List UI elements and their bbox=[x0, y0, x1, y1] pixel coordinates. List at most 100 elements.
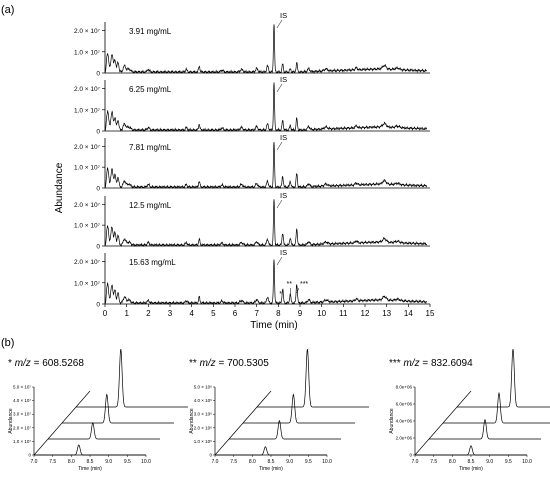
x-tick-label: 1 bbox=[124, 309, 129, 318]
y-tick-label: 0 bbox=[96, 129, 100, 136]
y-tick-label: 1.0 × 10⁷ bbox=[74, 280, 101, 287]
is-pointer bbox=[276, 199, 283, 209]
panel-b-label: (b) bbox=[1, 337, 14, 349]
mz-title: * m/z = 608.5268 bbox=[8, 358, 84, 369]
x-tick-label: 7.0 bbox=[31, 459, 38, 465]
y-tick-label: 5.0 × 10⁷ bbox=[13, 385, 31, 390]
chromatogram-2: 0 1.0 × 10⁷ 2.0 × 10⁷ 6.25 mg/mL IS bbox=[74, 75, 430, 136]
y-tick-label: 2.0 × 10⁷ bbox=[74, 144, 101, 151]
y-tick-label: 0 bbox=[209, 453, 212, 458]
eic-inset-1: * m/z = 608.5268 0 1.0 × 10⁷ 2.0 × 10⁷ 3.0 ×… bbox=[8, 348, 188, 472]
x-tick-label: 8.5 bbox=[268, 459, 275, 465]
mz-value: = 832.6094 bbox=[420, 358, 474, 369]
chromatogram-trace bbox=[104, 141, 428, 190]
x-tick-label: 8 bbox=[276, 309, 281, 318]
peak-mark-single: * bbox=[279, 291, 282, 298]
x-tick-label: 8.0 bbox=[449, 459, 456, 465]
x-axis-label: Time (min) bbox=[259, 466, 283, 472]
x-tick-label: 7.5 bbox=[49, 459, 56, 465]
mz-label: m/z bbox=[200, 358, 216, 369]
eic-trace bbox=[62, 393, 174, 424]
x-tick-label: 8.5 bbox=[468, 459, 475, 465]
x-tick-label: 8.5 bbox=[87, 459, 94, 465]
x-tick-label: 3 bbox=[168, 309, 173, 318]
y-axis-label: Abundance bbox=[8, 408, 14, 434]
chromatogram-trace bbox=[104, 82, 428, 132]
mz-label: m/z bbox=[403, 358, 419, 369]
y-tick-label: 8.0e+06 bbox=[396, 385, 413, 390]
y-tick-label: 1.0 × 10⁷ bbox=[74, 165, 101, 172]
eic-trace bbox=[243, 393, 355, 424]
x-tick-label: 8.0 bbox=[68, 459, 75, 465]
y-tick-label: 2.0e+06 bbox=[396, 436, 413, 441]
eic-inset-3: *** m/z = 832.6094 0 2.0e+06 4.0e+06 6.0e+06… bbox=[389, 348, 550, 472]
y-tick-label: 2.0 × 10⁷ bbox=[74, 86, 101, 93]
y-tick-label: 0 bbox=[96, 71, 100, 78]
x-tick-label: 10.0 bbox=[522, 459, 532, 465]
x-tick-label: 10.0 bbox=[322, 459, 332, 465]
mz-stars: * bbox=[8, 358, 12, 369]
y-tick-label: 0 bbox=[96, 302, 100, 309]
x-tick-label: 14 bbox=[404, 309, 413, 318]
mz-title: *** m/z = 832.6094 bbox=[389, 358, 473, 369]
x-tick-label: 7 bbox=[254, 309, 259, 318]
x-tick-label: 11 bbox=[339, 309, 348, 318]
x-ticks: 0 1 2 3 4 5 6 7 8 9 10 11 12 13 14 15 bbox=[103, 304, 435, 318]
mz-value: = 700.5305 bbox=[216, 358, 270, 369]
eic-trace bbox=[257, 348, 369, 408]
mz-stars: ** bbox=[189, 358, 197, 369]
y-tick-label: 1.0 × 10⁷ bbox=[13, 439, 31, 444]
chromatogram-1: 0 1.0 × 10⁷ 2.0 × 10⁷ 3.91 mg/mL IS bbox=[74, 11, 430, 78]
x-tick-label: 6 bbox=[233, 309, 238, 318]
y-tick-label: 0 bbox=[28, 453, 31, 458]
eic-trace bbox=[457, 348, 550, 408]
peak-mark-double: ** bbox=[287, 281, 293, 288]
y-tick-label: 0 bbox=[96, 244, 100, 251]
eic-trace bbox=[415, 445, 527, 456]
eic-trace bbox=[443, 391, 550, 424]
is-label: IS bbox=[280, 248, 287, 257]
chromatogram-stack: 0 1.0 × 10⁷ 2.0 × 10⁷ 3.91 mg/mL IS 0 1.0 × 10… bbox=[74, 11, 435, 318]
x-tick-label: 7.0 bbox=[212, 459, 219, 465]
x-tick-label: 10.0 bbox=[141, 459, 151, 465]
y-tick-label: 0 bbox=[96, 186, 100, 193]
eic-trace bbox=[48, 422, 160, 440]
y-axis-label: Abundance bbox=[389, 408, 395, 434]
y-tick-label: 2.0 × 10⁷ bbox=[74, 202, 101, 209]
x-tick-label: 5 bbox=[211, 309, 216, 318]
x-tick-label: 9.0 bbox=[486, 459, 493, 465]
mz-label: m/z bbox=[15, 358, 31, 369]
x-tick-label: 2 bbox=[146, 309, 151, 318]
y-tick-label: 0 bbox=[409, 453, 412, 458]
concentration-label: 6.25 mg/mL bbox=[129, 85, 172, 94]
eic-inset-2: ** m/z = 700.5305 0 1.0 × 10⁶ 2.0 × 10⁶ 3.0 … bbox=[189, 348, 369, 472]
x-tick-label: 7.5 bbox=[230, 459, 237, 465]
x-tick-label: 0 bbox=[103, 309, 108, 318]
x-tick-label: 8.0 bbox=[249, 459, 256, 465]
x-tick-label: 9.5 bbox=[505, 459, 512, 465]
y-tick-label: 3.0 × 10⁷ bbox=[13, 412, 31, 417]
pointer bbox=[296, 287, 300, 294]
x-axis-label: Time (min) bbox=[78, 466, 102, 472]
x-tick-label: 4 bbox=[189, 309, 194, 318]
eic-trace bbox=[229, 419, 341, 440]
is-pointer bbox=[276, 141, 283, 151]
x-tick-label: 9.0 bbox=[286, 459, 293, 465]
is-label: IS bbox=[280, 75, 287, 84]
x-tick-label: 15 bbox=[426, 309, 435, 318]
y-tick-label: 4.0e+06 bbox=[396, 419, 413, 424]
y-tick-label: 4.0 × 10⁷ bbox=[13, 398, 31, 403]
concentration-label: 3.91 mg/mL bbox=[129, 27, 172, 36]
y-tick-label: 2.0 × 10⁷ bbox=[13, 425, 31, 430]
chromatogram-trace bbox=[104, 259, 427, 306]
mz-value: = 608.5268 bbox=[31, 358, 85, 369]
x-tick-label: 9.5 bbox=[124, 459, 131, 465]
y-tick-label: 1.0 × 10⁷ bbox=[74, 223, 101, 230]
eic-trace bbox=[76, 348, 188, 408]
x-tick-label: 7.0 bbox=[412, 459, 419, 465]
eic-trace bbox=[215, 446, 327, 456]
mz-stars: *** bbox=[389, 358, 401, 369]
peak-markers: *** *** bbox=[279, 281, 308, 298]
y-tick-label: 1.0 × 10⁶ bbox=[194, 439, 212, 444]
chromatogram-trace bbox=[104, 24, 427, 75]
